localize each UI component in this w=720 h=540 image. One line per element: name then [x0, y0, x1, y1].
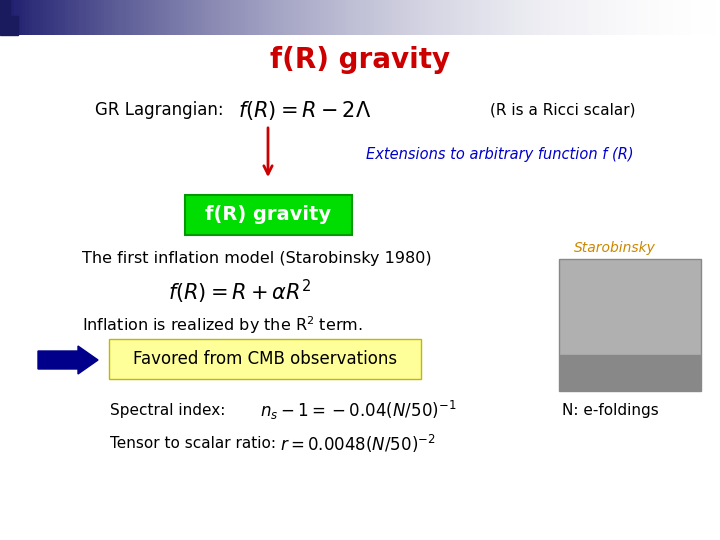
Text: Spectral index:: Spectral index: — [110, 402, 225, 417]
Text: The first inflation model (Starobinsky 1980): The first inflation model (Starobinsky 1… — [82, 251, 431, 266]
Bar — [0, 0, 10, 16]
Text: GR Lagrangian:: GR Lagrangian: — [95, 101, 224, 119]
Text: $r = 0.0048(N/50)^{-2}$: $r = 0.0048(N/50)^{-2}$ — [280, 433, 436, 455]
Text: f(R) gravity: f(R) gravity — [205, 206, 331, 225]
Text: Favored from CMB observations: Favored from CMB observations — [133, 350, 397, 368]
FancyBboxPatch shape — [109, 339, 421, 379]
Text: Tensor to scalar ratio:: Tensor to scalar ratio: — [110, 436, 276, 451]
FancyArrow shape — [38, 346, 98, 374]
Text: f(R) gravity: f(R) gravity — [270, 46, 450, 74]
Text: $f(R) = R + \alpha R^2$: $f(R) = R + \alpha R^2$ — [168, 278, 312, 306]
Text: Extensions to arbitrary function f (R): Extensions to arbitrary function f (R) — [366, 147, 634, 163]
Text: $n_s - 1 = -0.04(N/50)^{-1}$: $n_s - 1 = -0.04(N/50)^{-1}$ — [260, 399, 456, 422]
FancyBboxPatch shape — [184, 195, 351, 235]
Text: Inflation is realized by the $\mathrm{R}^2$ term.: Inflation is realized by the $\mathrm{R}… — [82, 314, 363, 336]
FancyBboxPatch shape — [559, 259, 701, 391]
Bar — [0, 16, 18, 35]
Text: (R is a Ricci scalar): (R is a Ricci scalar) — [490, 103, 636, 118]
Text: Starobinsky: Starobinsky — [574, 241, 656, 255]
Text: N: e-foldings: N: e-foldings — [562, 402, 658, 417]
Text: $f(R) = R - 2\Lambda$: $f(R) = R - 2\Lambda$ — [238, 98, 372, 122]
